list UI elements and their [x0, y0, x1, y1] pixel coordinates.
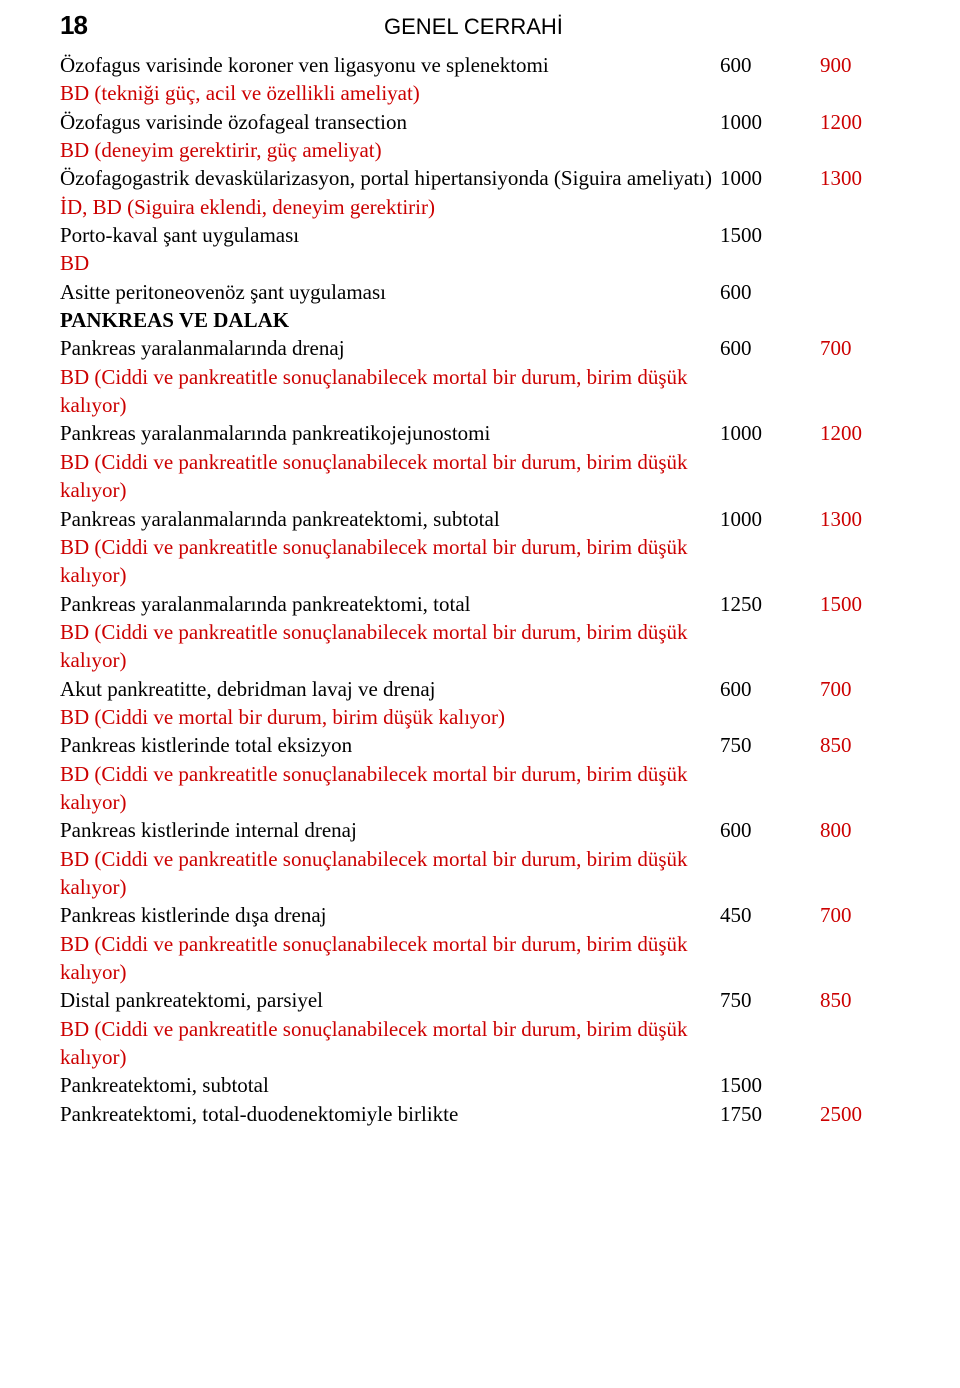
item-description: Pankreatektomi, subtotal: [60, 1071, 720, 1099]
value-col-1: 600: [720, 278, 820, 306]
item-description: BD (Ciddi ve pankreatitle sonuçlanabilec…: [60, 760, 720, 817]
value-col-1: 750: [720, 986, 820, 1014]
value-col-1: 1500: [720, 1071, 820, 1099]
list-row: Özofagus varisinde özofageal transection…: [60, 108, 900, 136]
list-row: BD (Ciddi ve pankreatitle sonuçlanabilec…: [60, 363, 900, 420]
list-row: BD: [60, 249, 900, 277]
item-description: Pankreas kistlerinde total eksizyon: [60, 731, 720, 759]
item-description: Pankreas kistlerinde dışa drenaj: [60, 901, 720, 929]
value-col-1: 600: [720, 51, 820, 79]
page-title: GENEL CERRAHİ: [87, 14, 900, 40]
value-col-2: 700: [820, 901, 900, 929]
item-description: Pankreatektomi, total-duodenektomiyle bi…: [60, 1100, 720, 1128]
item-description: Pankreas kistlerinde internal drenaj: [60, 816, 720, 844]
value-col-1: 600: [720, 334, 820, 362]
list-row: BD (Ciddi ve pankreatitle sonuçlanabilec…: [60, 618, 900, 675]
item-description: BD (Ciddi ve pankreatitle sonuçlanabilec…: [60, 1015, 720, 1072]
value-col-2: 700: [820, 334, 900, 362]
list-row: Pankreas yaralanmalarında pankreatektomi…: [60, 505, 900, 533]
list-row: BD (tekniği güç, acil ve özellikli ameli…: [60, 79, 900, 107]
item-description: Porto-kaval şant uygulaması: [60, 221, 720, 249]
list-row: Akut pankreatitte, debridman lavaj ve dr…: [60, 675, 900, 703]
list-row: Pankreatektomi, total-duodenektomiyle bi…: [60, 1100, 900, 1128]
list-row: İD, BD (Siguira eklendi, deneyim gerekti…: [60, 193, 900, 221]
value-col-1: 1000: [720, 108, 820, 136]
item-description: BD (tekniği güç, acil ve özellikli ameli…: [60, 79, 720, 107]
value-col-2: 2500: [820, 1100, 900, 1128]
value-col-1: 1000: [720, 505, 820, 533]
list-row: BD (Ciddi ve pankreatitle sonuçlanabilec…: [60, 448, 900, 505]
value-col-1: 600: [720, 675, 820, 703]
list-row: Pankreas yaralanmalarında pankreatikojej…: [60, 419, 900, 447]
value-col-2: 900: [820, 51, 900, 79]
section-heading: PANKREAS VE DALAK: [60, 306, 720, 334]
item-description: Pankreas yaralanmalarında drenaj: [60, 334, 720, 362]
item-description: İD, BD (Siguira eklendi, deneyim gerekti…: [60, 193, 720, 221]
value-col-1: 450: [720, 901, 820, 929]
list-row: Pankreas kistlerinde dışa drenaj450700: [60, 901, 900, 929]
value-col-1: 1500: [720, 221, 820, 249]
list-row: Özofagus varisinde koroner ven ligasyonu…: [60, 51, 900, 79]
page: 18 GENEL CERRAHİ Özofagus varisinde koro…: [0, 0, 960, 1148]
list-row: BD (Ciddi ve pankreatitle sonuçlanabilec…: [60, 1015, 900, 1072]
value-col-1: 1000: [720, 164, 820, 192]
item-description: Pankreas yaralanmalarında pankreatektomi…: [60, 590, 720, 618]
price-list: Özofagus varisinde koroner ven ligasyonu…: [60, 51, 900, 1128]
value-col-2: 1200: [820, 108, 900, 136]
value-col-1: 600: [720, 816, 820, 844]
value-col-2: 850: [820, 986, 900, 1014]
value-col-2: 1500: [820, 590, 900, 618]
list-row: Özofagogastrik devaskülarizasyon, portal…: [60, 164, 900, 192]
list-row: Asitte peritoneovenöz şant uygulaması600: [60, 278, 900, 306]
item-description: BD (Ciddi ve pankreatitle sonuçlanabilec…: [60, 845, 720, 902]
item-description: BD (Ciddi ve pankreatitle sonuçlanabilec…: [60, 363, 720, 420]
list-row: BD (Ciddi ve mortal bir durum, birim düş…: [60, 703, 900, 731]
item-description: Pankreas yaralanmalarında pankreatikojej…: [60, 419, 720, 447]
item-description: Özofagogastrik devaskülarizasyon, portal…: [60, 164, 720, 192]
list-row: Pankreas kistlerinde internal drenaj6008…: [60, 816, 900, 844]
list-row: Porto-kaval şant uygulaması1500: [60, 221, 900, 249]
item-description: BD (Ciddi ve pankreatitle sonuçlanabilec…: [60, 930, 720, 987]
list-row: BD (deneyim gerektirir, güç ameliyat): [60, 136, 900, 164]
list-row: Pankreas yaralanmalarında pankreatektomi…: [60, 590, 900, 618]
list-row: PANKREAS VE DALAK: [60, 306, 900, 334]
item-description: BD (Ciddi ve pankreatitle sonuçlanabilec…: [60, 448, 720, 505]
value-col-2: 850: [820, 731, 900, 759]
header-row: 18 GENEL CERRAHİ: [60, 10, 900, 41]
value-col-2: 700: [820, 675, 900, 703]
item-description: Özofagus varisinde koroner ven ligasyonu…: [60, 51, 720, 79]
item-description: BD (Ciddi ve mortal bir durum, birim düş…: [60, 703, 720, 731]
value-col-2: 1300: [820, 164, 900, 192]
list-row: BD (Ciddi ve pankreatitle sonuçlanabilec…: [60, 760, 900, 817]
item-description: Özofagus varisinde özofageal transection: [60, 108, 720, 136]
item-description: Distal pankreatektomi, parsiyel: [60, 986, 720, 1014]
list-row: Pankreas kistlerinde total eksizyon75085…: [60, 731, 900, 759]
page-number: 18: [60, 10, 87, 41]
value-col-2: 800: [820, 816, 900, 844]
item-description: Akut pankreatitte, debridman lavaj ve dr…: [60, 675, 720, 703]
list-row: Pankreatektomi, subtotal1500: [60, 1071, 900, 1099]
value-col-1: 1750: [720, 1100, 820, 1128]
item-description: BD: [60, 249, 720, 277]
item-description: BD (Ciddi ve pankreatitle sonuçlanabilec…: [60, 533, 720, 590]
value-col-2: 1200: [820, 419, 900, 447]
item-description: Pankreas yaralanmalarında pankreatektomi…: [60, 505, 720, 533]
value-col-1: 1000: [720, 419, 820, 447]
item-description: BD (Ciddi ve pankreatitle sonuçlanabilec…: [60, 618, 720, 675]
value-col-1: 750: [720, 731, 820, 759]
list-row: Distal pankreatektomi, parsiyel750850: [60, 986, 900, 1014]
item-description: BD (deneyim gerektirir, güç ameliyat): [60, 136, 720, 164]
list-row: BD (Ciddi ve pankreatitle sonuçlanabilec…: [60, 845, 900, 902]
value-col-2: 1300: [820, 505, 900, 533]
value-col-1: 1250: [720, 590, 820, 618]
item-description: Asitte peritoneovenöz şant uygulaması: [60, 278, 720, 306]
list-row: BD (Ciddi ve pankreatitle sonuçlanabilec…: [60, 930, 900, 987]
list-row: BD (Ciddi ve pankreatitle sonuçlanabilec…: [60, 533, 900, 590]
list-row: Pankreas yaralanmalarında drenaj600700: [60, 334, 900, 362]
